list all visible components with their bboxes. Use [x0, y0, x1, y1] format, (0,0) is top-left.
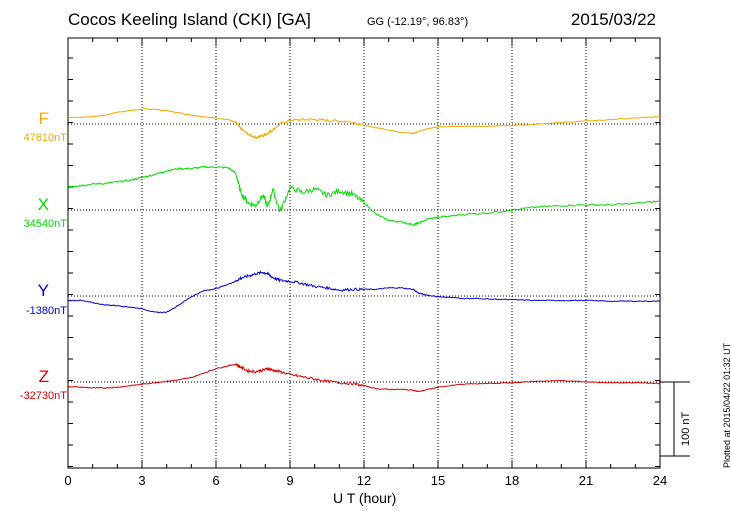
x-tick-label: 15 — [431, 473, 445, 488]
x-axis-title: U T (hour) — [333, 490, 397, 506]
station-coordinates: GG (-12.19°, 96.83°) — [367, 16, 469, 28]
baseline-label-x: 34540nT — [23, 218, 67, 230]
baseline-label-f: 47610nT — [23, 132, 67, 144]
chart-title: Cocos Keeling Island (CKI) [GA] — [68, 10, 311, 29]
series-label-y: Y — [37, 281, 49, 300]
x-tick-label: 6 — [212, 473, 219, 488]
x-tick-label: 0 — [64, 473, 71, 488]
series-line-y — [67, 270, 661, 314]
x-tick-label: 24 — [653, 473, 667, 488]
series-label-x: X — [37, 195, 49, 214]
plot-frame — [67, 37, 661, 469]
baseline-label-z: -32730nT — [19, 390, 67, 402]
scale-bar-label: 100 nT — [680, 411, 692, 446]
x-tick-label: 9 — [286, 473, 293, 488]
x-tick-label: 12 — [357, 473, 371, 488]
series-line-f — [68, 108, 661, 140]
x-tick-label: 21 — [579, 473, 593, 488]
baseline-label-y: -1380nT — [26, 305, 67, 317]
series-line-z — [67, 362, 661, 393]
series-label-z: Z — [38, 367, 49, 386]
chart-date: 2015/03/22 — [570, 10, 656, 29]
x-tick-label: 3 — [138, 473, 145, 488]
series-label-f: F — [38, 109, 49, 128]
plotted-timestamp: Plotted at 2015/04/22 01:32 UT — [722, 342, 730, 468]
series-line-x — [68, 165, 660, 227]
x-tick-label: 18 — [505, 473, 519, 488]
